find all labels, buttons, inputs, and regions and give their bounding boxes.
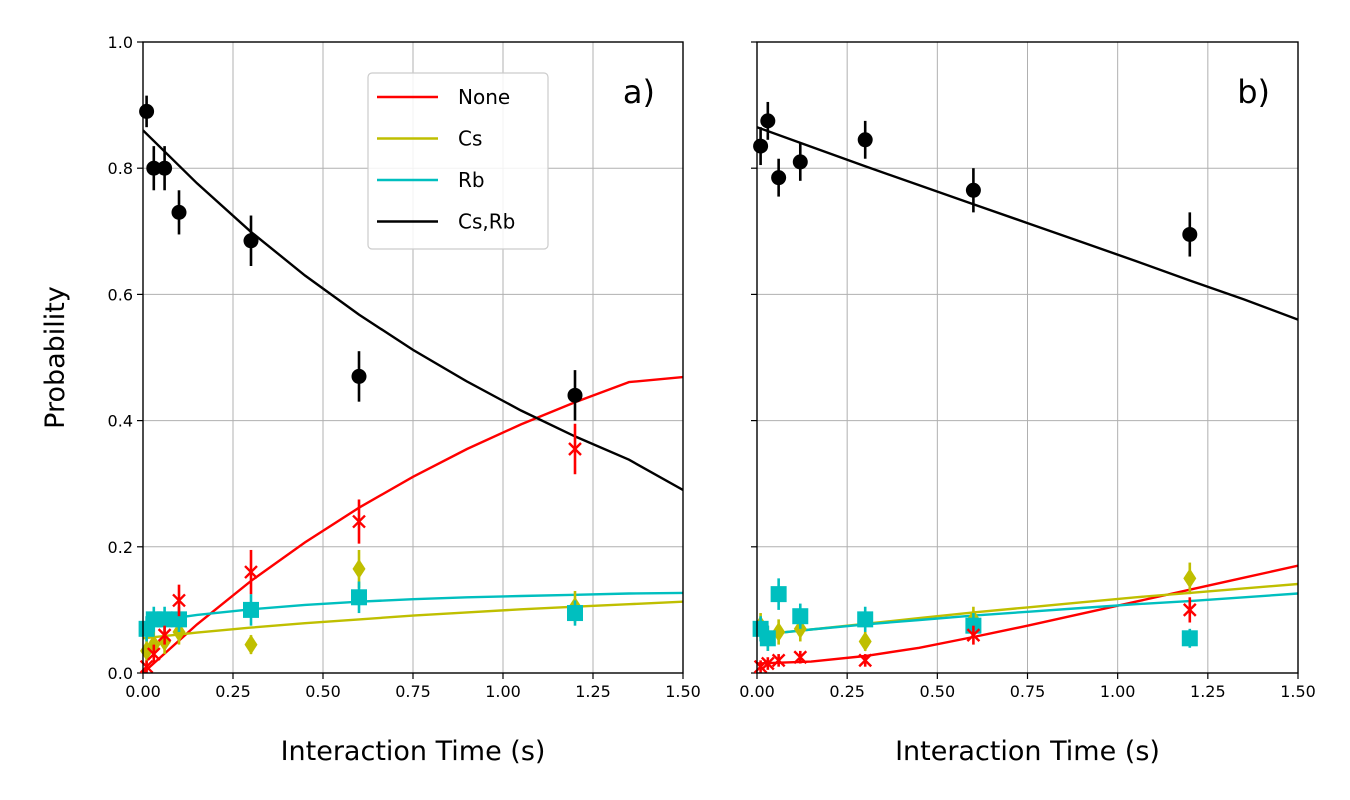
point-none: [1182, 603, 1197, 617]
y-tick-label: 0.4: [108, 412, 133, 431]
legend-label-cs-rb: Cs,Rb: [458, 210, 515, 234]
point-cs-rb: [771, 170, 787, 186]
point-cs-rb: [243, 233, 259, 249]
x-tick-label: 0.75: [1010, 682, 1046, 701]
point-cs-rb: [139, 103, 155, 119]
fit-line-none: [143, 375, 683, 673]
point-rb: [567, 605, 583, 622]
point-none: [244, 565, 258, 579]
y-tick-label: 0.6: [108, 285, 133, 304]
y-tick-label: 0.2: [108, 538, 133, 557]
panel-label: b): [1237, 73, 1270, 111]
point-rb: [243, 601, 259, 618]
x-tick-label: 1.00: [1100, 682, 1136, 701]
legend-label-cs: Cs: [458, 127, 482, 151]
point-cs-rb: [157, 160, 173, 176]
fit-line-cs: [143, 600, 683, 640]
x-tick-label: 0.00: [125, 682, 161, 701]
point-rb: [857, 611, 874, 628]
panel-a: 0.00 0.25 0.50 0.75 1.00 1.25 1.50 0.0 0.2 0.4 0.6…: [40, 33, 701, 767]
y-tick-label: 1.0: [108, 33, 133, 52]
axes-frame: [756, 41, 1299, 674]
point-cs-rb: [857, 132, 873, 148]
point-cs-rb: [792, 154, 808, 170]
point-cs-rb: [567, 387, 583, 403]
point-none: [793, 650, 808, 665]
y-tick-label: 0.0: [108, 664, 133, 683]
x-tick-label: 1.25: [575, 682, 611, 701]
fit-line-cs-rb: [143, 129, 683, 492]
panel-b: 0.00 0.25 0.50 0.75 1.00 1.25 1.50 Interaction …: [739, 41, 1316, 767]
point-rb: [792, 608, 809, 625]
x-tick-label: 1.50: [1280, 682, 1316, 701]
x-tick-label: 0.75: [395, 682, 431, 701]
point-rb: [1181, 630, 1198, 647]
x-tick-label: 0.00: [739, 682, 775, 701]
point-rb: [171, 611, 187, 628]
fit-line-rb: [143, 591, 683, 624]
x-tick-label: 0.25: [829, 682, 865, 701]
legend-label-none: None: [458, 85, 510, 109]
point-none: [858, 653, 873, 668]
point-cs: [352, 558, 366, 579]
point-none: [771, 653, 786, 668]
point-rb: [759, 630, 776, 647]
axes-frame: [142, 41, 684, 674]
point-rb: [156, 611, 173, 628]
point-cs: [1183, 568, 1197, 589]
x-tick-label: 1.50: [665, 682, 701, 701]
fit-line-none: [757, 564, 1298, 665]
point-cs-rb: [753, 138, 769, 154]
fit-line-rb: [757, 592, 1298, 637]
x-tick-label: 1.00: [485, 682, 521, 701]
x-tick-label: 0.50: [305, 682, 341, 701]
point-none: [352, 514, 366, 529]
y-axis-label: Probability: [40, 286, 71, 429]
point-none: [568, 442, 582, 456]
point-none: [157, 628, 172, 642]
point-cs-rb: [146, 160, 162, 176]
point-cs-rb: [965, 182, 981, 198]
point-rb: [351, 589, 367, 606]
x-tick-label: 1.25: [1190, 682, 1226, 701]
point-none: [760, 656, 775, 671]
point-none: [146, 647, 161, 661]
x-tick-label: 0.50: [920, 682, 956, 701]
point-cs-rb: [1182, 226, 1198, 242]
point-none: [172, 593, 186, 608]
panel-label: a): [623, 73, 655, 111]
point-cs-rb: [760, 113, 776, 129]
x-axis-label: Interaction Time (s): [281, 736, 546, 767]
x-axis-label: Interaction Time (s): [895, 736, 1160, 767]
point-cs-rb: [351, 368, 367, 384]
point-cs: [244, 634, 258, 655]
fit-line-cs-rb: [757, 126, 1298, 321]
x-tick-label: 0.25: [215, 682, 251, 701]
point-rb: [770, 586, 787, 603]
point-cs-rb: [171, 204, 187, 220]
legend-label-rb: Rb: [458, 168, 485, 192]
point-cs: [858, 631, 872, 652]
legend-box: [367, 72, 549, 250]
point-none: [966, 628, 981, 642]
y-tick-label: 0.8: [108, 159, 133, 178]
